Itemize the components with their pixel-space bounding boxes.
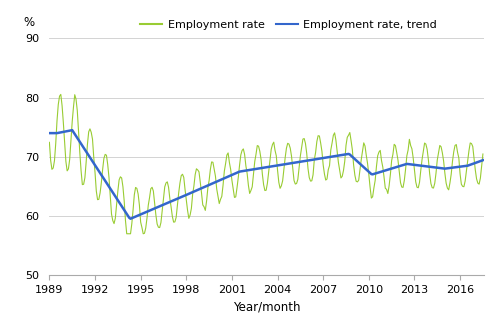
- Text: %: %: [23, 16, 35, 29]
- Legend: Employment rate, Employment rate, trend: Employment rate, Employment rate, trend: [135, 16, 442, 35]
- X-axis label: Year/month: Year/month: [233, 300, 300, 314]
